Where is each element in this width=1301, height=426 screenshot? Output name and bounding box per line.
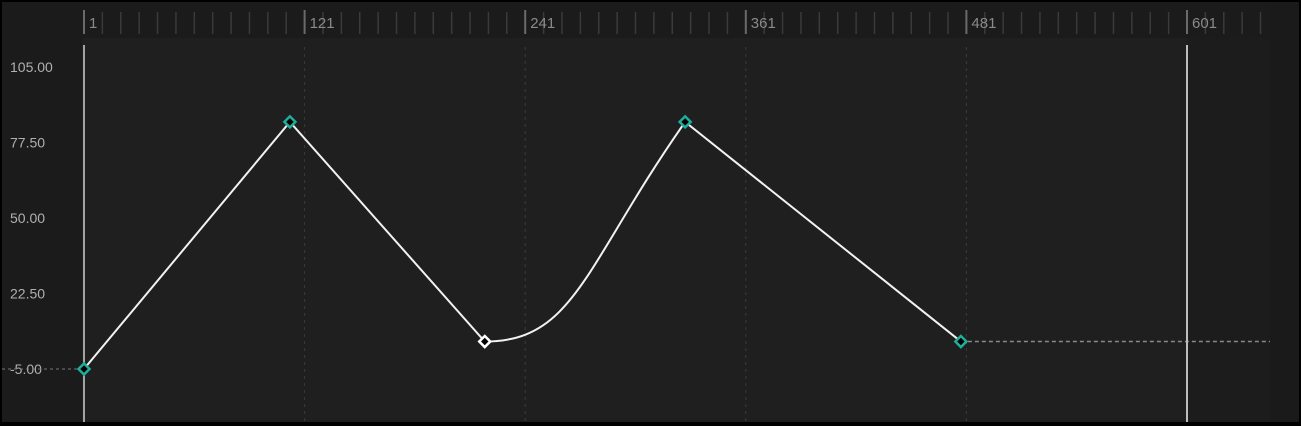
value-axis-label: 22.50	[10, 286, 45, 302]
keyframe-selected[interactable]	[477, 334, 493, 349]
keyframe[interactable]	[953, 334, 969, 349]
ruler-frame-label: 601	[1192, 15, 1217, 32]
ruler-frame-label: 121	[310, 15, 335, 32]
out-of-range-area	[1187, 38, 1270, 422]
keyframe[interactable]	[282, 114, 298, 130]
right-gutter	[1270, 2, 1299, 422]
value-axis-panel	[2, 2, 82, 422]
value-axis-label: 50.00	[10, 210, 45, 226]
ruler-frame-label: 361	[751, 15, 776, 32]
timeline-ruler[interactable]	[2, 2, 1299, 38]
value-axis-label: 77.50	[10, 135, 45, 151]
ruler-frame-label: 241	[530, 15, 555, 32]
keyframe[interactable]	[677, 114, 693, 130]
ruler-frame-label: 481	[971, 15, 996, 32]
keyframe[interactable]	[76, 361, 92, 377]
value-axis-label: 105.00	[10, 59, 53, 75]
animation-curve[interactable]	[83, 120, 962, 370]
ruler-frame-label: 1	[89, 15, 97, 32]
